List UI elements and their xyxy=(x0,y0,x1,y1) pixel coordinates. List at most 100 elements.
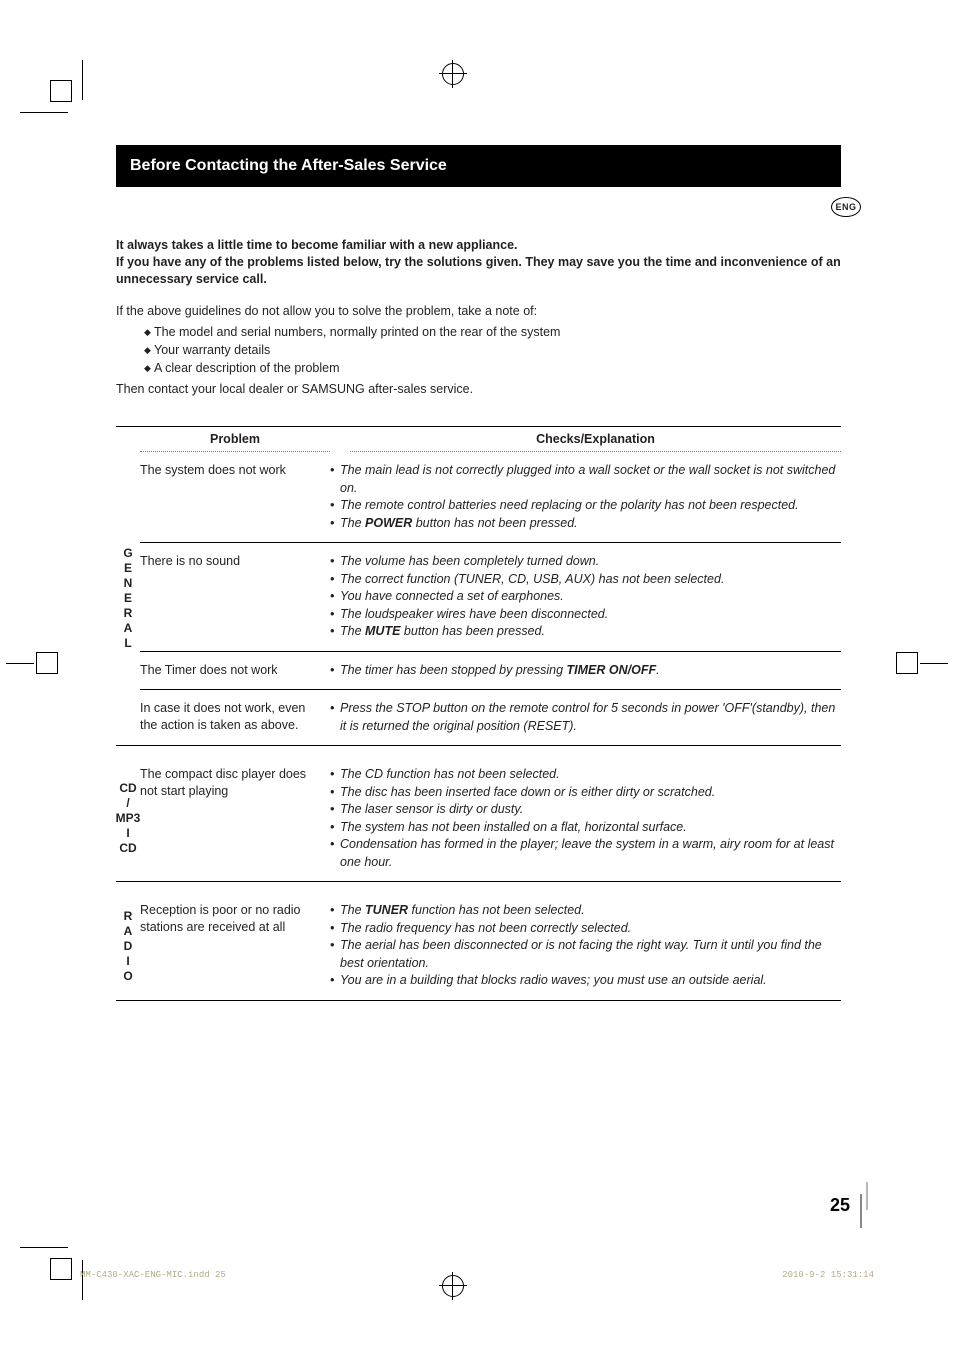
page-number: 25 xyxy=(830,1195,850,1216)
check-text: The main lead is not correctly plugged i… xyxy=(340,462,841,497)
th-problem: Problem xyxy=(140,427,330,452)
bullet-icon: • xyxy=(330,920,340,938)
check-text: The TUNER function has not been selected… xyxy=(340,902,585,920)
check-text: The MUTE button has been pressed. xyxy=(340,623,545,641)
checks-cell: •The timer has been stopped by pressing … xyxy=(330,662,841,680)
check-line: •The volume has been completely turned d… xyxy=(330,553,841,571)
intro-bullet-text: A clear description of the problem xyxy=(154,359,340,377)
bullet-icon: • xyxy=(330,623,340,641)
table-row: The system does not work •The main lead i… xyxy=(140,452,841,543)
check-text: The remote control batteries need replac… xyxy=(340,497,799,515)
checks-cell: •The TUNER function has not been selecte… xyxy=(330,902,841,990)
diamond-icon: ◆ xyxy=(144,359,154,377)
table-section: CD / MP3 I CDThe compact disc player doe… xyxy=(116,756,841,882)
intro-bullet-text: The model and serial numbers, normally p… xyxy=(154,323,560,341)
check-line: •The radio frequency has not been correc… xyxy=(330,920,841,938)
page-number-ticks xyxy=(850,1182,868,1228)
intro-bullet: ◆The model and serial numbers, normally … xyxy=(144,323,841,341)
check-text: The laser sensor is dirty or dusty. xyxy=(340,801,523,819)
intro-block: It always takes a little time to become … xyxy=(116,237,841,398)
intro-bullets: ◆The model and serial numbers, normally … xyxy=(144,323,841,377)
check-text: The volume has been completely turned do… xyxy=(340,553,599,571)
diamond-icon: ◆ xyxy=(144,341,154,359)
bullet-icon: • xyxy=(330,836,340,871)
table-section: R A D I OReception is poor or no radio s… xyxy=(116,892,841,1001)
bullet-icon: • xyxy=(330,784,340,802)
bullet-icon: • xyxy=(330,553,340,571)
problem-cell: The compact disc player does not start p… xyxy=(140,766,316,871)
intro-plain-lead: If the above guidelines do not allow you… xyxy=(116,302,841,320)
bullet-icon: • xyxy=(330,497,340,515)
bullet-icon: • xyxy=(330,515,340,533)
troubleshoot-table: Problem Checks/Explanation G E N E R A L… xyxy=(116,426,841,1011)
bullet-icon: • xyxy=(330,972,340,990)
category-label: R A D I O xyxy=(116,892,140,1001)
bullet-icon: • xyxy=(330,571,340,589)
bullet-icon: • xyxy=(330,766,340,784)
bullet-icon: • xyxy=(330,662,340,680)
bullet-icon: • xyxy=(330,801,340,819)
intro-bold-line1: It always takes a little time to become … xyxy=(116,237,841,254)
problem-cell: The Timer does not work xyxy=(140,662,316,680)
bullet-icon: • xyxy=(330,606,340,624)
bullet-icon: • xyxy=(330,902,340,920)
check-line: •The remote control batteries need repla… xyxy=(330,497,841,515)
check-text: The POWER button has not been pressed. xyxy=(340,515,578,533)
check-line: •The system has not been installed on a … xyxy=(330,819,841,837)
table-row: In case it does not work, even the actio… xyxy=(140,690,841,746)
table-row: The Timer does not work •The timer has be… xyxy=(140,652,841,691)
check-text: The CD function has not been selected. xyxy=(340,766,560,784)
table-row: Reception is poor or no radio stations a… xyxy=(140,892,841,1001)
intro-plain-tail: Then contact your local dealer or SAMSUN… xyxy=(116,380,841,398)
check-line: •The disc has been inserted face down or… xyxy=(330,784,841,802)
check-line: •You have connected a set of earphones. xyxy=(330,588,841,606)
category-label: G E N E R A L xyxy=(116,452,140,746)
bullet-icon: • xyxy=(330,462,340,497)
th-checks: Checks/Explanation xyxy=(350,427,841,452)
problem-cell: The system does not work xyxy=(140,462,316,532)
check-line: •The CD function has not been selected. xyxy=(330,766,841,784)
checks-cell: •The main lead is not correctly plugged … xyxy=(330,462,841,532)
checks-cell: •The CD function has not been selected.•… xyxy=(330,766,841,871)
check-line: •The timer has been stopped by pressing … xyxy=(330,662,841,680)
check-text: The system has not been installed on a f… xyxy=(340,819,687,837)
check-text: Press the STOP button on the remote cont… xyxy=(340,700,841,735)
bullet-icon: • xyxy=(330,937,340,972)
page-title: Before Contacting the After-Sales Servic… xyxy=(116,145,841,187)
check-line: •The loudspeaker wires have been disconn… xyxy=(330,606,841,624)
table-section: G E N E R A LThe system does not work•Th… xyxy=(116,452,841,746)
check-line: •The aerial has been disconnected or is … xyxy=(330,937,841,972)
check-text: The radio frequency has not been correct… xyxy=(340,920,631,938)
check-text: Condensation has formed in the player; l… xyxy=(340,836,841,871)
check-text: The timer has been stopped by pressing T… xyxy=(340,662,660,680)
check-line: •Press the STOP button on the remote con… xyxy=(330,700,841,735)
bullet-icon: • xyxy=(330,588,340,606)
problem-cell: Reception is poor or no radio stations a… xyxy=(140,902,316,990)
check-text: You are in a building that blocks radio … xyxy=(340,972,767,990)
check-text: You have connected a set of earphones. xyxy=(340,588,564,606)
check-line: •Condensation has formed in the player; … xyxy=(330,836,841,871)
table-row: The compact disc player does not start p… xyxy=(140,756,841,882)
check-line: •The POWER button has not been pressed. xyxy=(330,515,841,533)
check-text: The loudspeaker wires have been disconne… xyxy=(340,606,608,624)
check-line: •The main lead is not correctly plugged … xyxy=(330,462,841,497)
check-line: •The MUTE button has been pressed. xyxy=(330,623,841,641)
check-text: The aerial has been disconnected or is n… xyxy=(340,937,841,972)
page-content: Before Contacting the After-Sales Servic… xyxy=(116,145,841,1011)
checks-cell: •The volume has been completely turned d… xyxy=(330,553,841,641)
check-line: •The TUNER function has not been selecte… xyxy=(330,902,841,920)
intro-bold-line2: If you have any of the problems listed b… xyxy=(116,254,841,288)
check-line: •The laser sensor is dirty or dusty. xyxy=(330,801,841,819)
bullet-icon: • xyxy=(330,819,340,837)
table-row: There is no sound•The volume has been co… xyxy=(140,543,841,652)
intro-bullet: ◆Your warranty details xyxy=(144,341,841,359)
intro-bullet-text: Your warranty details xyxy=(154,341,270,359)
check-text: The correct function (TUNER, CD, USB, AU… xyxy=(340,571,724,589)
category-label: CD / MP3 I CD xyxy=(116,756,140,882)
problem-cell: In case it does not work, even the actio… xyxy=(140,700,316,735)
intro-bullet: ◆A clear description of the problem xyxy=(144,359,841,377)
footer-filename: MM-C430-XAC-ENG-MIC.indd 25 xyxy=(80,1270,226,1280)
check-line: •You are in a building that blocks radio… xyxy=(330,972,841,990)
table-head: Problem Checks/Explanation xyxy=(116,426,841,452)
checks-cell: •Press the STOP button on the remote con… xyxy=(330,700,841,735)
